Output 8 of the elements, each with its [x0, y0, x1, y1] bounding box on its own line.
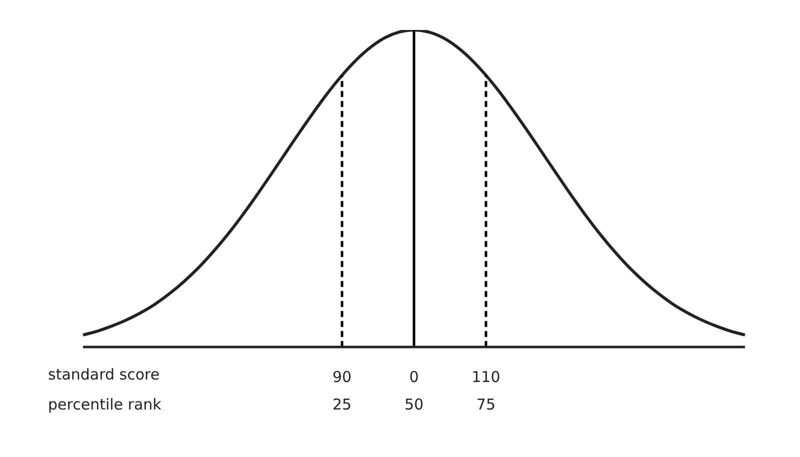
x-tick-label: 110	[472, 368, 500, 386]
x-tick-label: 90	[332, 368, 352, 386]
x-axis-title: standard score	[48, 365, 160, 384]
x-tick-label: 0	[409, 368, 419, 386]
text: 50	[404, 395, 424, 414]
text: 25	[332, 395, 352, 414]
text: percentile rank	[48, 395, 162, 414]
text: 75	[476, 395, 496, 414]
